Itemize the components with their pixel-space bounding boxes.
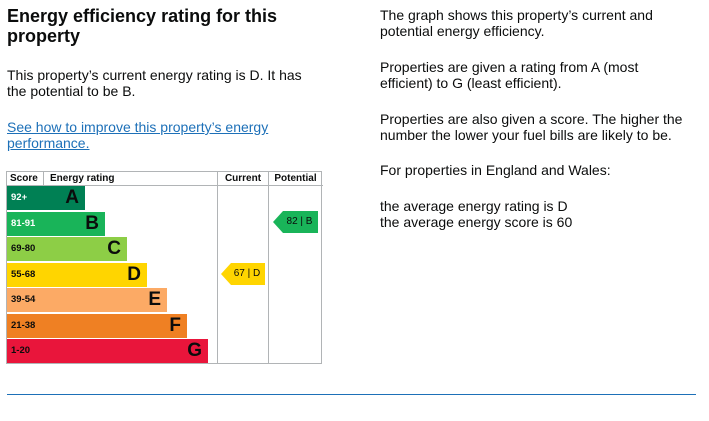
band-letter: G [187, 340, 202, 361]
rating-band-d: 55-68 D [7, 262, 147, 287]
explanation-score: Properties are also given a score. The h… [380, 111, 683, 143]
current-rating-label: 67 | D [233, 268, 261, 279]
rating-band-e: 39-54 E [7, 288, 167, 312]
explanation-graph: The graph shows this property’s current … [380, 7, 653, 39]
band-score-range: 92+ [11, 192, 28, 203]
band-letter: C [107, 238, 121, 259]
band-letter: E [148, 289, 161, 310]
band-score-range: 55-68 [11, 268, 36, 280]
band-score-range: 69-80 [11, 243, 36, 254]
rating-band-b: 81-91 B [7, 211, 105, 236]
current-rating-arrow: 67 | D [221, 263, 265, 285]
band-score-range: 21-38 [11, 319, 36, 331]
band-letter: D [127, 263, 141, 285]
divider [43, 172, 44, 186]
header-potential: Potential [268, 172, 323, 186]
average-rating: the average energy rating is D [380, 198, 568, 214]
band-letter: F [169, 314, 181, 336]
rating-band-g: 1-20 G [7, 339, 208, 363]
rating-band-f: 21-38 F [7, 313, 187, 338]
band-score-range: 39-54 [11, 294, 36, 305]
rating-band-a: 92+ A [7, 186, 85, 210]
band-score-range: 81-91 [11, 217, 36, 229]
improve-energy-link[interactable]: See how to improve this property’s energ… [7, 119, 269, 151]
divider [217, 172, 218, 363]
page-title: Energy efficiency rating for this proper… [7, 6, 278, 46]
divider [268, 172, 269, 363]
rating-band-c: 69-80 C [7, 237, 127, 261]
header-current: Current [218, 172, 268, 186]
section-divider [7, 394, 696, 395]
potential-rating-arrow: 82 | B [273, 211, 318, 233]
band-letter: A [65, 187, 79, 208]
explanation-rating: Properties are given a rating from A (mo… [380, 59, 639, 91]
explanation-region: For properties in England and Wales: [380, 162, 611, 178]
band-letter: B [85, 212, 99, 234]
average-score: the average energy score is 60 [380, 214, 573, 230]
potential-rating-label: 82 | B [286, 216, 313, 227]
epc-chart: Score Energy rating Current Potential 92… [6, 171, 323, 364]
header-score: Score [7, 172, 43, 186]
band-score-range: 1-20 [11, 345, 31, 356]
current-rating-text: This property’s current energy rating is… [7, 67, 302, 99]
header-energy-rating: Energy rating [43, 172, 218, 186]
